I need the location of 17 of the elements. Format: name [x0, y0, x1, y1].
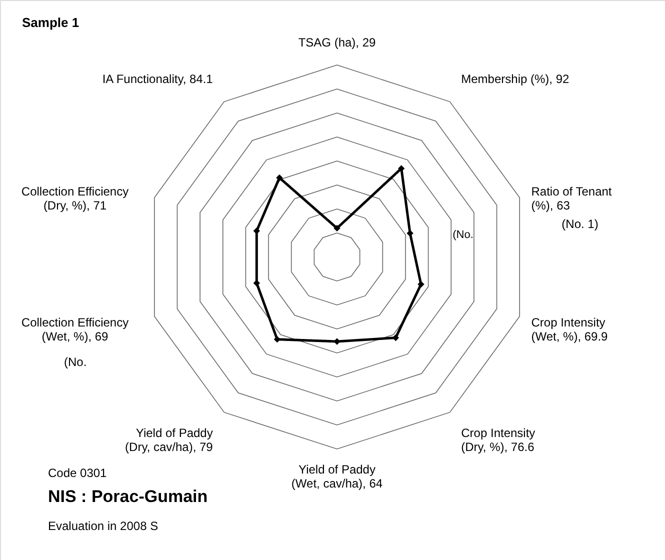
spoke-label: Membership (%), 92 — [461, 72, 570, 86]
text: NIS : Porac-Gumain — [48, 487, 208, 506]
spoke-label: Yield of Paddy (Dry, cav/ha), 79 — [125, 426, 214, 454]
spoke-label: Yield of Paddy (Wet, cav/ha), 64 — [291, 462, 383, 490]
chart-title: Sample 1 — [22, 15, 80, 30]
spoke-label: Crop Intensity (Dry, %), 76.6 — [461, 426, 536, 454]
spoke-label: Collection Efficiency (Dry, %), 71 — [21, 184, 129, 213]
spoke-label: TSAG (ha), 29 — [298, 36, 376, 50]
spoke-label: Crop Intensity (Wet, %), 69.9 — [531, 315, 608, 344]
text: (No. — [452, 229, 474, 241]
text: Code 0301 — [48, 466, 108, 480]
text: (No. 1) — [562, 217, 598, 231]
spoke-label: Ratio of Tenant (%), 63 — [531, 184, 612, 213]
spoke-label: Collection Efficiency (Wet, %), 69 — [21, 315, 129, 344]
text: (No. — [64, 355, 87, 369]
spoke-label: IA Functionality, 84.1 — [102, 72, 214, 86]
text: Evaluation in 2008 S — [48, 519, 158, 533]
